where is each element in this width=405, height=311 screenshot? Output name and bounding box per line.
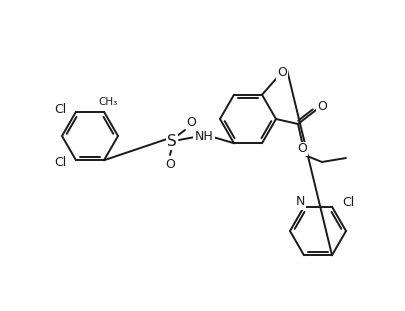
Text: O: O: [277, 66, 287, 79]
Text: N: N: [295, 195, 305, 208]
Text: Cl: Cl: [342, 196, 354, 209]
Text: O: O: [186, 115, 196, 128]
Text: O: O: [165, 159, 175, 171]
Text: O: O: [317, 100, 327, 113]
Text: S: S: [167, 133, 177, 148]
Text: Cl: Cl: [54, 156, 66, 169]
Text: CH₃: CH₃: [98, 97, 117, 107]
Text: NH: NH: [195, 131, 213, 143]
Text: Cl: Cl: [54, 103, 66, 116]
Text: O: O: [297, 142, 307, 156]
